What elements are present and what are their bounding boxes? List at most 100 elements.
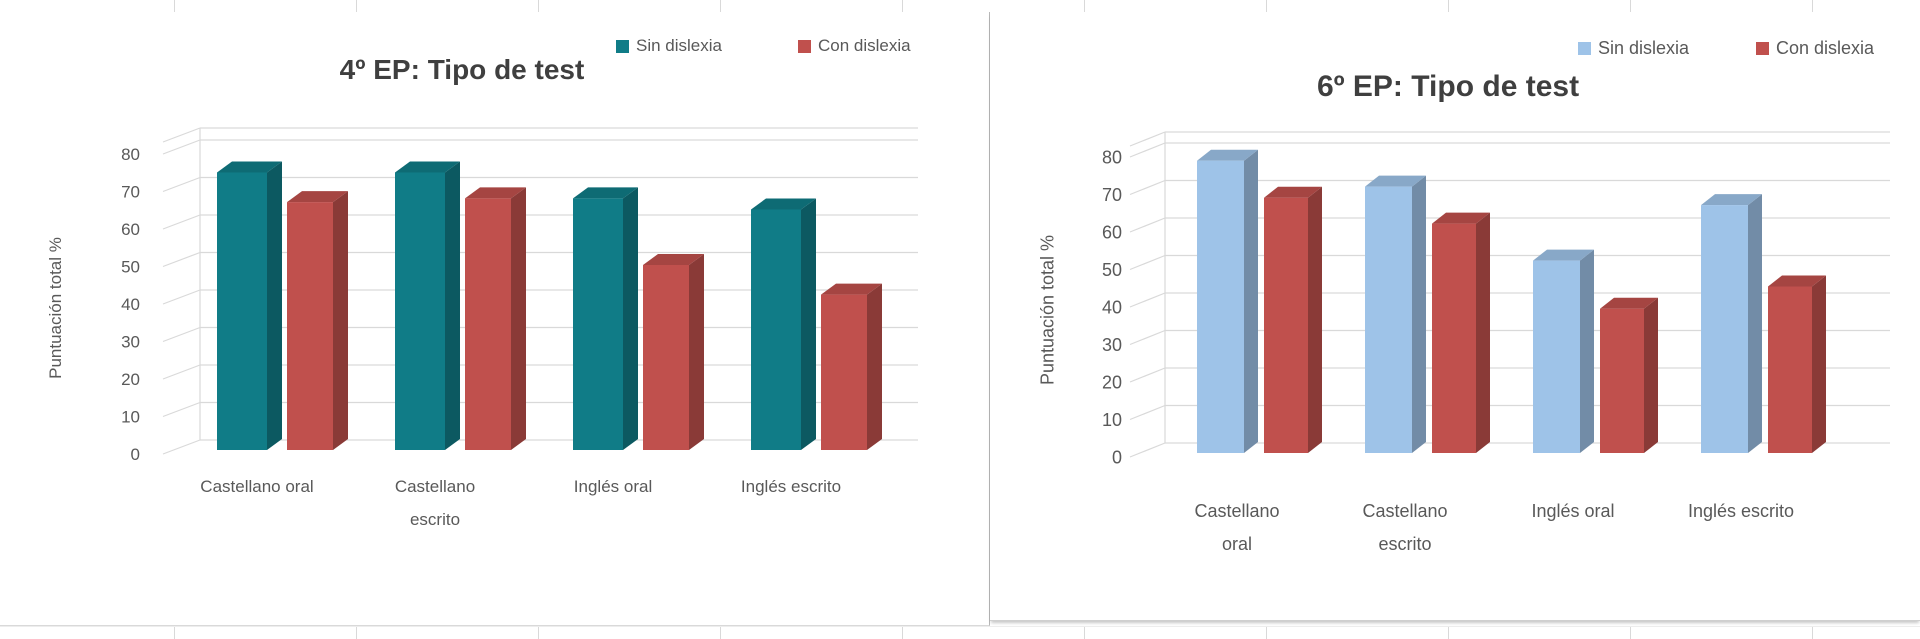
legend-item-sin-dislexia[interactable]: Sin dislexia [1578, 38, 1689, 58]
bar-con-dislexia-1-side[interactable] [1476, 212, 1490, 453]
bar-con-dislexia-0[interactable] [287, 202, 333, 450]
y-tick-label-60: 60 [1102, 222, 1122, 242]
bar-con-dislexia-0-top[interactable] [1264, 186, 1322, 198]
side-wall-top-edge [1129, 131, 1166, 147]
bar-con-dislexia-2[interactable] [1600, 308, 1644, 453]
y-tick-label-50: 50 [1102, 260, 1122, 280]
tick-depth-line-60 [162, 214, 201, 230]
tick-depth-line-60 [1129, 217, 1166, 233]
tick-depth-line-50 [162, 251, 201, 268]
bar-sin-dislexia-3-side[interactable] [1748, 194, 1762, 453]
category-label-2: Inglés oral [1531, 501, 1614, 521]
y-tick-label-50: 50 [121, 257, 140, 276]
bar-con-dislexia-1-side[interactable] [511, 187, 526, 450]
chart-title-4ep: 4º EP: Tipo de test [339, 54, 585, 85]
bar-sin-dislexia-1[interactable] [395, 172, 445, 451]
bar-sin-dislexia-1-top[interactable] [1365, 175, 1426, 187]
y-tick-label-70: 70 [1102, 185, 1122, 205]
tick-depth-line-10 [1129, 404, 1166, 421]
legend-swatch-sin-dislexia [616, 39, 629, 53]
legend-item-con-dislexia[interactable]: Con dislexia [798, 36, 911, 56]
tick-depth-line-50 [1129, 254, 1166, 271]
category-label-3: Inglés escrito [1688, 501, 1794, 521]
y-tick-label-30: 30 [1102, 335, 1122, 355]
bar-sin-dislexia-2-side[interactable] [623, 187, 638, 450]
bar-con-dislexia-2[interactable] [643, 265, 689, 450]
tick-depth-line-30 [162, 326, 201, 343]
bar-sin-dislexia-3-top[interactable] [751, 198, 816, 210]
y-tick-label-0: 0 [131, 445, 140, 464]
bar-con-dislexia-1[interactable] [1432, 223, 1476, 453]
bar-con-dislexia-0-side[interactable] [1308, 186, 1322, 453]
tick-depth-line-0 [162, 439, 201, 455]
worksheet-cells-top[interactable] [0, 0, 1920, 13]
bar-con-dislexia-3[interactable] [1768, 286, 1812, 454]
bar-con-dislexia-0[interactable] [1264, 197, 1308, 453]
bar-sin-dislexia-3-top[interactable] [1701, 194, 1762, 206]
worksheet-cells-bottom[interactable] [0, 626, 1920, 639]
legend-label-sin-dislexia: Sin dislexia [1598, 37, 1690, 58]
bar-con-dislexia-1-top[interactable] [465, 187, 526, 199]
bar-con-dislexia-3[interactable] [821, 294, 867, 450]
bar-sin-dislexia-0-top[interactable] [1197, 149, 1258, 161]
y-tick-label-40: 40 [121, 295, 140, 314]
y-tick-label-80: 80 [1102, 147, 1122, 167]
category-label-2: Inglés oral [574, 477, 652, 496]
bar-con-dislexia-2-side[interactable] [689, 254, 704, 450]
legend-label-con-dislexia: Con dislexia [818, 36, 911, 55]
bar-sin-dislexia-2-side[interactable] [1580, 249, 1594, 453]
bar-sin-dislexia-2-top[interactable] [573, 187, 638, 199]
bar-sin-dislexia-0-side[interactable] [1244, 149, 1258, 453]
bar-con-dislexia-3-top[interactable] [1768, 275, 1826, 287]
plot-area-6ep: 0 10 20 30 40 50 60 70 80 Castellano oral Castellan… [1102, 131, 1890, 554]
tick-depth-line-40 [162, 289, 201, 305]
legend-item-sin-dislexia[interactable]: Sin dislexia [616, 36, 722, 56]
bar-con-dislexia-0-side[interactable] [333, 191, 348, 450]
category-label-1-line2: escrito [1378, 534, 1431, 554]
bar-sin-dislexia-3[interactable] [751, 209, 801, 451]
tick-depth-line-30 [1129, 329, 1166, 346]
bar-sin-dislexia-0[interactable] [217, 172, 267, 451]
bar-sin-dislexia-3[interactable] [1701, 205, 1748, 453]
chart-object-4ep[interactable]: 4º EP: Tipo de test Sin dislexia Con dis… [0, 12, 990, 626]
bar-sin-dislexia-1-side[interactable] [445, 161, 460, 451]
y-tick-label-0: 0 [1112, 447, 1122, 467]
bar-sin-dislexia-1-top[interactable] [395, 161, 460, 173]
bar-sin-dislexia-3-side[interactable] [801, 198, 816, 451]
bar-sin-dislexia-2-top[interactable] [1533, 249, 1594, 261]
bar-con-dislexia-1[interactable] [465, 198, 511, 450]
y-tick-label-20: 20 [1102, 372, 1122, 392]
bar-con-dislexia-2-side[interactable] [1644, 297, 1658, 453]
legend-swatch-sin-dislexia [1578, 41, 1591, 55]
bar-con-dislexia-2-top[interactable] [643, 254, 704, 265]
category-label-1-line2: escrito [410, 510, 460, 529]
bar-con-dislexia-0-top[interactable] [287, 191, 348, 203]
y-tick-label-10: 10 [1102, 410, 1122, 430]
tick-depth-line-70 [162, 176, 201, 193]
bar-con-dislexia-3-side[interactable] [1812, 275, 1826, 454]
bar-sin-dislexia-1-side[interactable] [1412, 175, 1426, 453]
bar-sin-dislexia-0-top[interactable] [217, 161, 282, 173]
category-label-0: Castellano [1194, 501, 1279, 521]
category-label-1: Castellano [395, 477, 475, 496]
tick-depth-line-80 [162, 139, 201, 155]
bar-con-dislexia-3-side[interactable] [867, 283, 882, 450]
tick-depth-line-70 [1129, 179, 1166, 196]
tick-depth-line-20 [162, 364, 201, 380]
bar-sin-dislexia-2[interactable] [1533, 260, 1580, 453]
y-tick-label-20: 20 [121, 370, 140, 389]
bar-sin-dislexia-2[interactable] [573, 198, 623, 450]
bar-con-dislexia-3-top[interactable] [821, 283, 882, 295]
bar-sin-dislexia-1[interactable] [1365, 186, 1412, 453]
bar-sin-dislexia-0[interactable] [1197, 160, 1244, 453]
chart-object-6ep[interactable]: 6º EP: Tipo de test Sin dislexia Con dis… [990, 12, 1920, 621]
tick-depth-line-20 [1129, 367, 1166, 383]
bar-sin-dislexia-0-side[interactable] [267, 161, 282, 451]
category-label-0-line2: oral [1222, 534, 1252, 554]
bar-con-dislexia-2-top[interactable] [1600, 297, 1658, 309]
legend-item-con-dislexia[interactable]: Con dislexia [1756, 38, 1874, 58]
bar-con-dislexia-1-top[interactable] [1432, 212, 1490, 224]
legend-label-con-dislexia: Con dislexia [1776, 37, 1875, 58]
y-tick-label-40: 40 [1102, 297, 1122, 317]
